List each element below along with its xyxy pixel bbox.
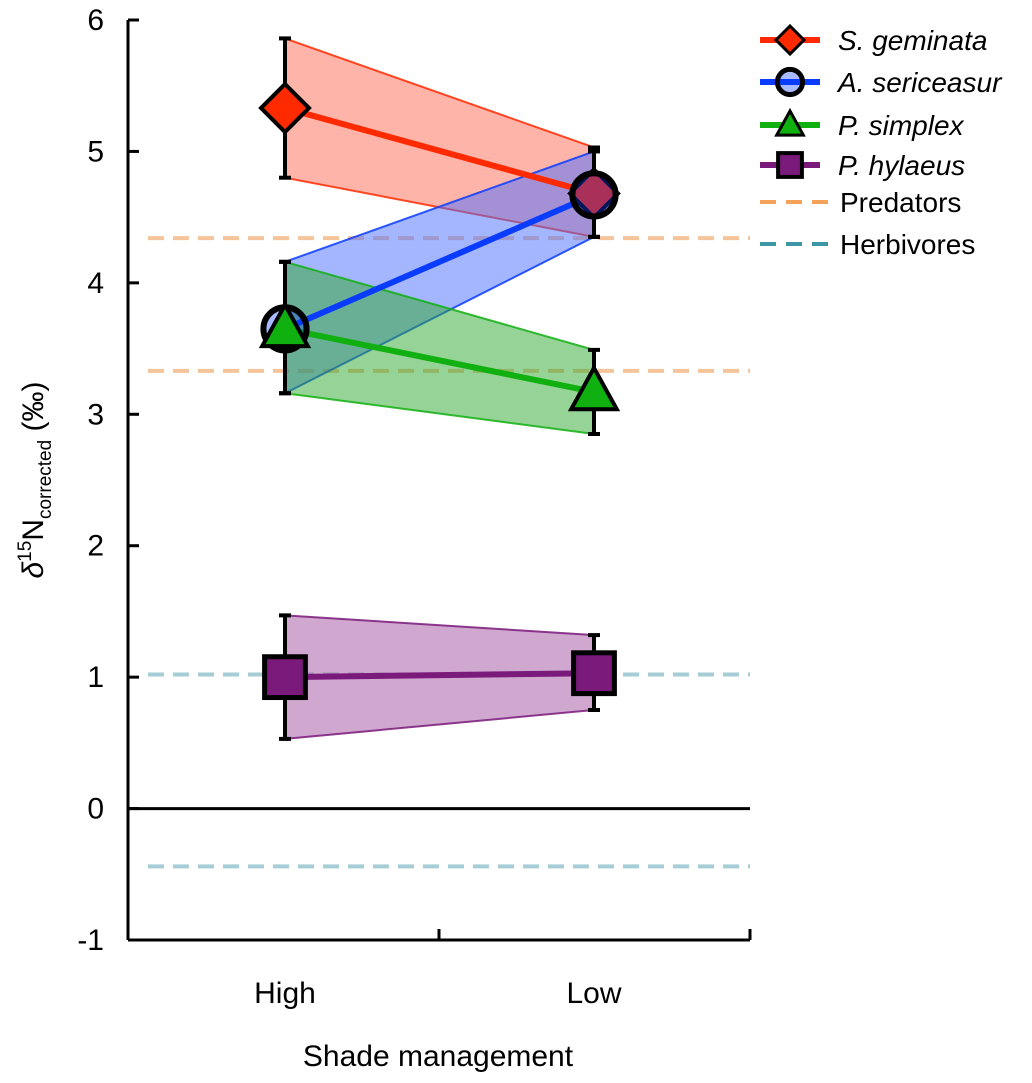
series-line [283,192,596,332]
series-line [284,105,595,197]
y-tick-label: 4 [87,267,104,300]
y-tick-label: 0 [87,793,104,826]
diamond-marker [258,81,312,135]
y-axis-title-suffix: (‰) [17,381,50,439]
markers [258,81,621,701]
y-axis-title: δ15Ncorrected (‰) [15,381,56,578]
y-tick-label: -1 [77,924,104,957]
square-marker [571,650,617,697]
y-axis-title-main: N [17,519,50,541]
y-tick-label: 2 [87,530,104,563]
circle-marker [569,170,619,220]
y-axis-title-prefix: δ [17,562,50,579]
square-marker [776,151,804,179]
circle-marker [774,66,806,98]
x-tick-label: Low [566,977,621,1010]
triangle-marker [774,107,806,137]
x-ticks: High Low [126,929,752,1010]
series-lines [283,105,596,681]
series-line [284,325,595,395]
y-ticks: -1 0 1 2 3 4 5 6 [77,4,139,957]
y-tick-label: 5 [87,135,104,168]
y-tick-label: 6 [87,4,104,37]
x-axis-title: Shade management [303,1040,574,1073]
legend-label: Predators [840,187,961,218]
y-tick-label: 1 [87,661,104,694]
confidence-bands [284,36,595,741]
legend-label: Herbivores [840,229,975,260]
diamond-marker [773,23,807,57]
series-line [284,670,595,681]
triangle-marker [258,300,312,349]
legend-label: A. sericeasur [836,67,1003,98]
x-tick-label: High [254,977,316,1010]
legend-label: P. simplex [838,110,965,141]
triangle-marker [567,363,621,412]
square-marker [262,654,308,701]
y-axis-title-sub: corrected [35,440,56,519]
y-axis-title-sup: 15 [15,541,36,562]
y-tick-label: 3 [87,398,104,431]
legend-label: S. geminata [838,25,987,56]
legend-label: P. hylaeus [838,150,965,181]
legend: S. geminata A. sericeasur P. simplex P. hyl… [760,23,1003,260]
